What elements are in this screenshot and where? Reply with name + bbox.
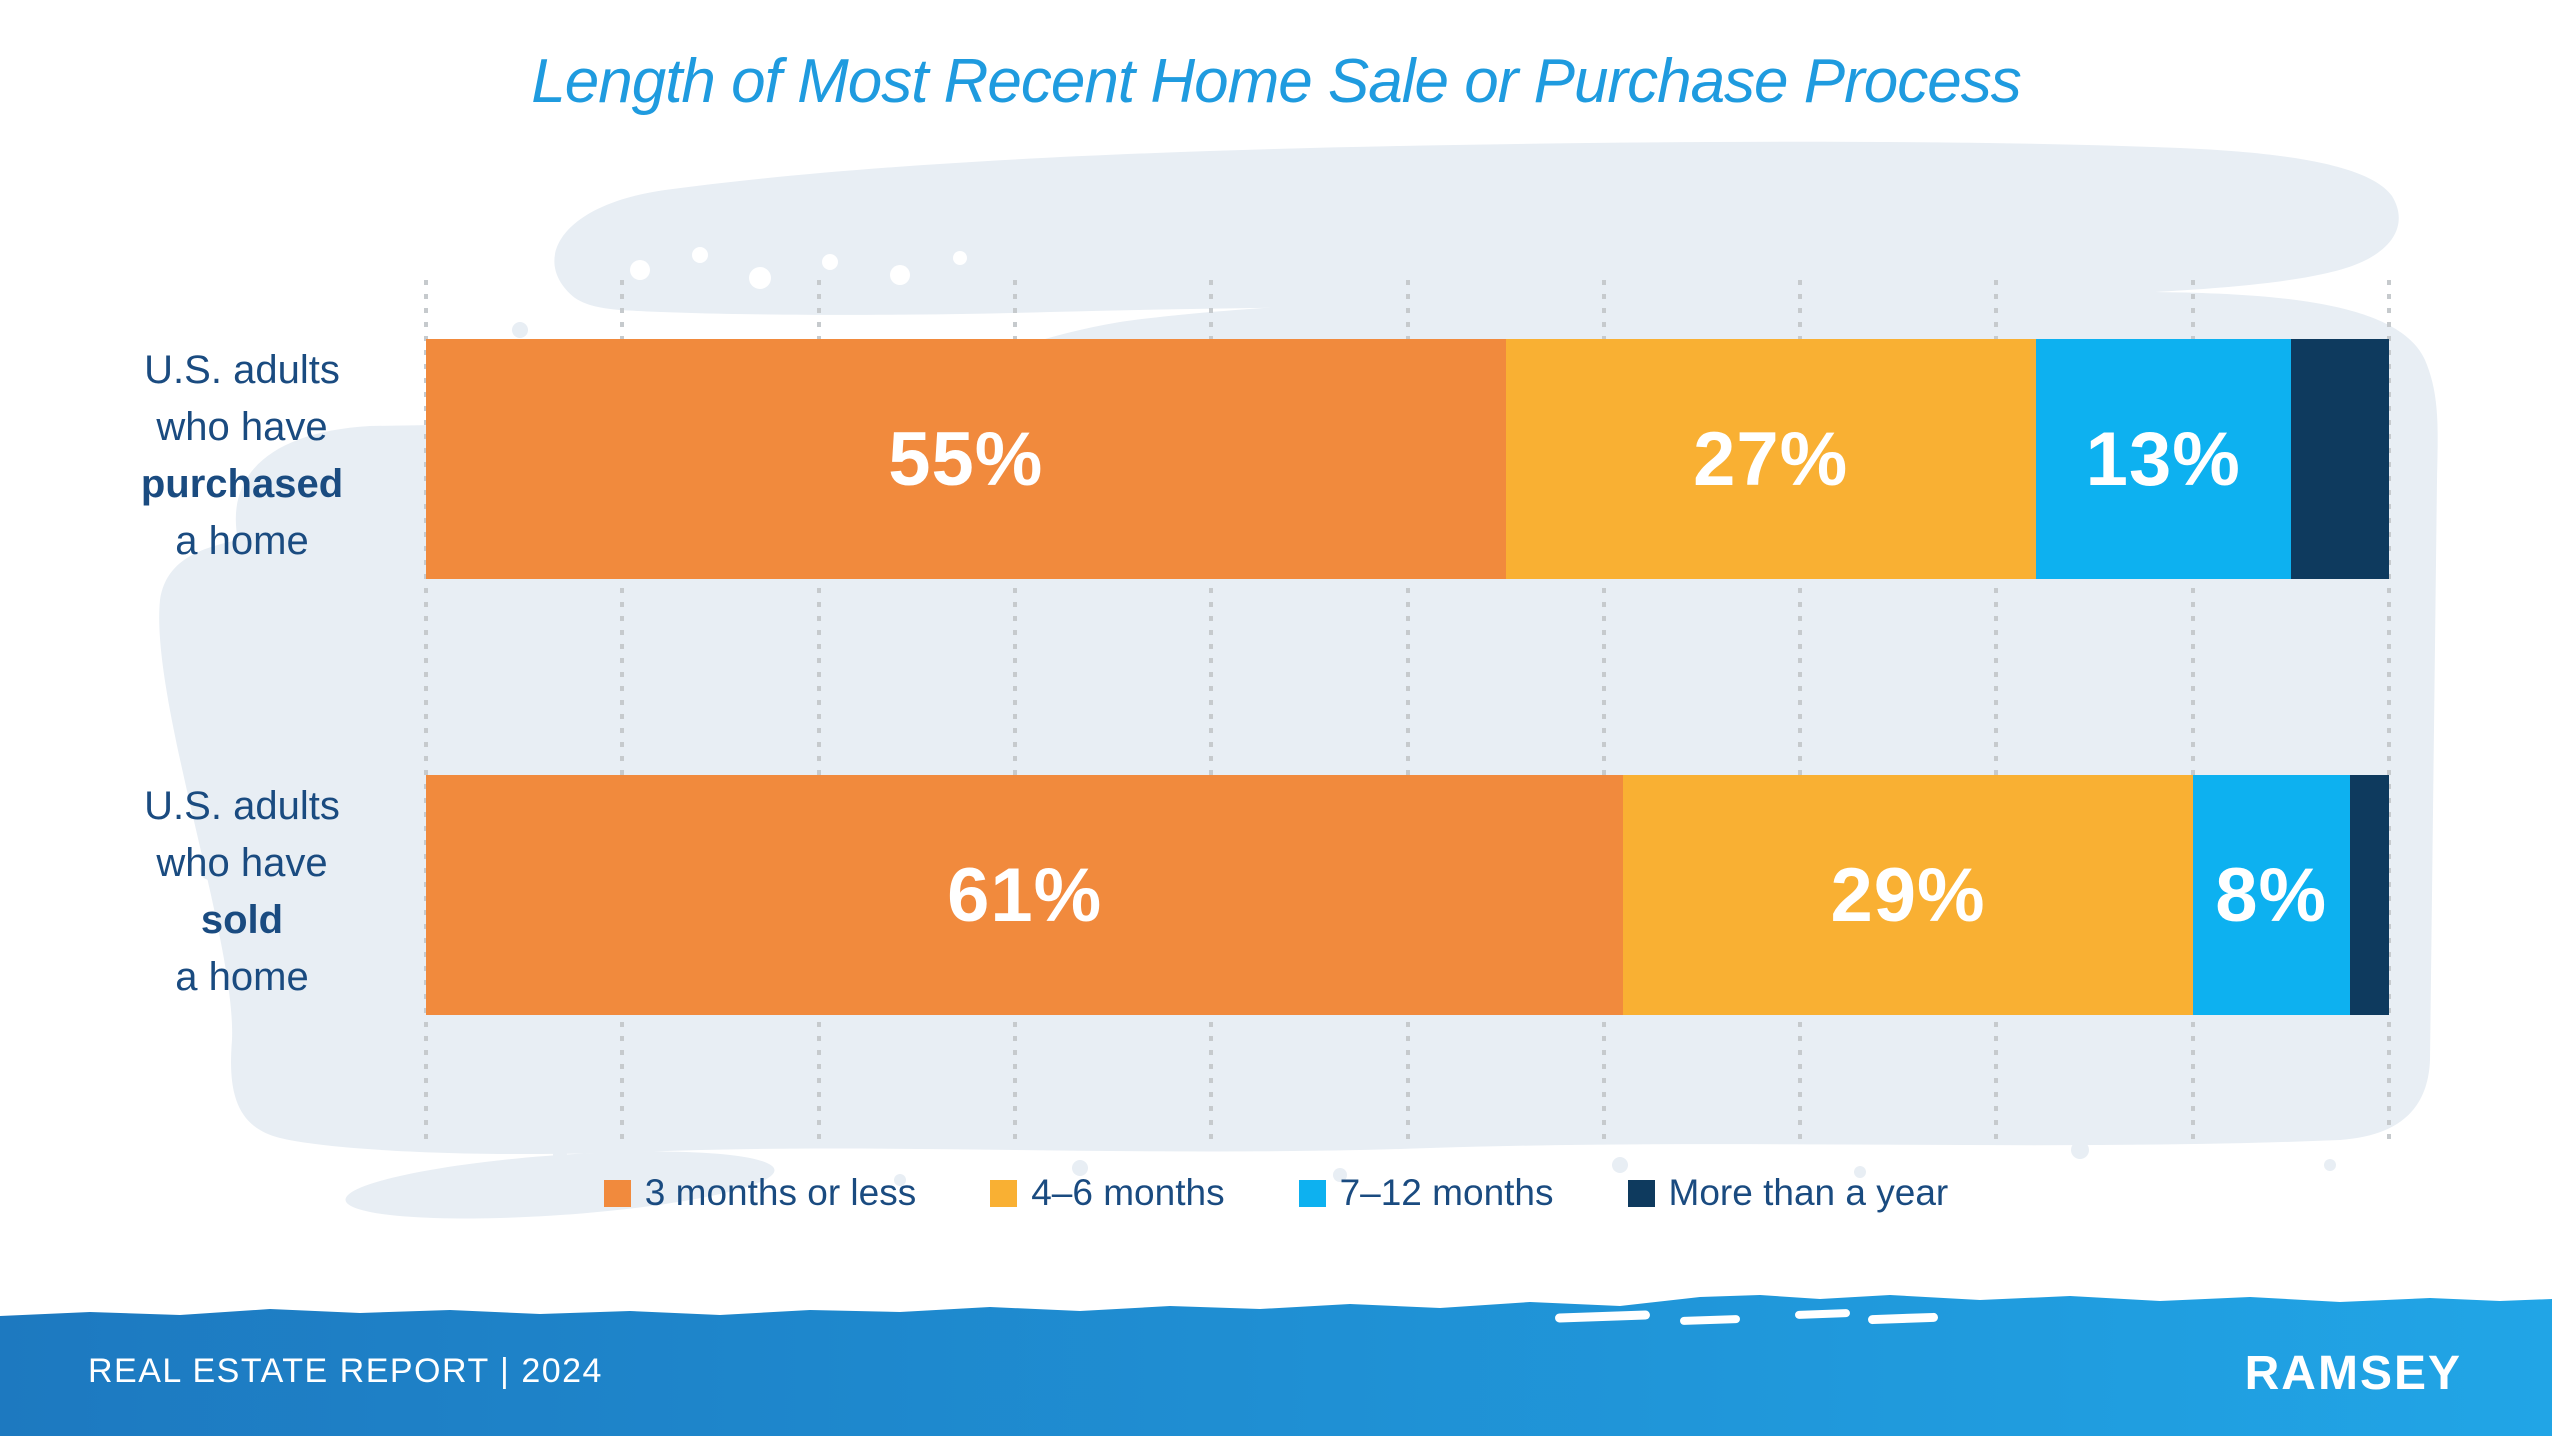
category-label-line: U.S. adults	[144, 784, 340, 828]
segment-value-label: 27%	[1693, 416, 1849, 502]
chart-title: Length of Most Recent Home Sale or Purch…	[531, 47, 2021, 116]
bar-purchased: 55% 27% 13%	[426, 339, 2389, 579]
segment-purchased-7-12-months: 13%	[2035, 339, 2291, 579]
segment-value-label: 61%	[947, 852, 1103, 938]
gridline	[424, 280, 428, 1142]
gridline	[2387, 280, 2391, 1142]
category-label-sold: U.S. adults who have sold a home	[82, 778, 402, 1006]
category-label-line: who have	[156, 405, 328, 449]
footer-torn-edge-slit	[1679, 1314, 1741, 1326]
footer-torn-edge-slit	[1867, 1312, 1939, 1325]
legend-swatch-yellow	[990, 1179, 1018, 1207]
segment-sold-more-than-a-year	[2349, 775, 2389, 1015]
footer-report-title: REAL ESTATE REPORT | 2024	[88, 1352, 603, 1390]
gridline	[1994, 280, 1999, 1142]
legend-swatch-orange	[603, 1179, 631, 1207]
legend-label: More than a year	[1668, 1172, 1949, 1213]
footer-band: REAL ESTATE REPORT | 2024 RAMSEY	[0, 1295, 2552, 1436]
category-label-line: a home	[175, 955, 309, 999]
gridline	[2190, 280, 2195, 1142]
footer-torn-edge-slit	[1554, 1310, 1651, 1323]
category-label-line-bold: purchased	[140, 462, 344, 506]
segment-purchased-4-6-months: 27%	[1505, 339, 2036, 579]
segment-purchased-3-months-or-less: 55%	[426, 339, 1506, 579]
legend-label: 4–6 months	[1031, 1172, 1225, 1213]
gridline	[816, 280, 821, 1142]
segment-value-label: 55%	[888, 416, 1044, 502]
gridline	[1798, 280, 1803, 1142]
gridline	[1012, 280, 1017, 1142]
segment-sold-4-6-months: 29%	[1623, 775, 2193, 1015]
legend-label: 7–12 months	[1339, 1172, 1554, 1213]
legend-item-more-than-a-year: More than a year	[1627, 1172, 1949, 1214]
bar-sold: 61% 29% 8%	[426, 775, 2389, 1015]
legend-swatch-lightblue	[1298, 1179, 1326, 1207]
category-label-line-bold: sold	[200, 898, 284, 942]
gridline	[1601, 280, 1606, 1142]
legend-item-3-months-or-less: 3 months or less	[603, 1172, 917, 1214]
segment-sold-7-12-months: 8%	[2192, 775, 2350, 1015]
gridline	[1209, 280, 1214, 1142]
category-label-line: U.S. adults	[144, 348, 340, 392]
legend-label: 3 months or less	[644, 1172, 917, 1213]
legend-swatch-navy	[1627, 1179, 1655, 1207]
gridline	[1405, 280, 1410, 1142]
gridlines	[424, 280, 2391, 1142]
segment-value-label: 13%	[2085, 416, 2241, 502]
footer-torn-edge-slit	[1794, 1309, 1851, 1319]
category-label-line: a home	[175, 519, 309, 563]
ramsey-logo: RAMSEY	[2244, 1347, 2462, 1400]
category-label-purchased: U.S. adults who have purchased a home	[82, 342, 402, 570]
segment-value-label: 29%	[1830, 852, 1986, 938]
legend-item-7-12-months: 7–12 months	[1298, 1172, 1554, 1214]
gridline	[620, 280, 625, 1142]
segment-sold-3-months-or-less: 61%	[426, 775, 1624, 1015]
legend: 3 months or less 4–6 months 7–12 months …	[0, 1172, 2552, 1214]
segment-purchased-more-than-a-year	[2290, 339, 2389, 579]
legend-item-4-6-months: 4–6 months	[990, 1172, 1225, 1214]
category-label-line: who have	[156, 841, 328, 885]
segment-value-label: 8%	[2215, 852, 2328, 938]
